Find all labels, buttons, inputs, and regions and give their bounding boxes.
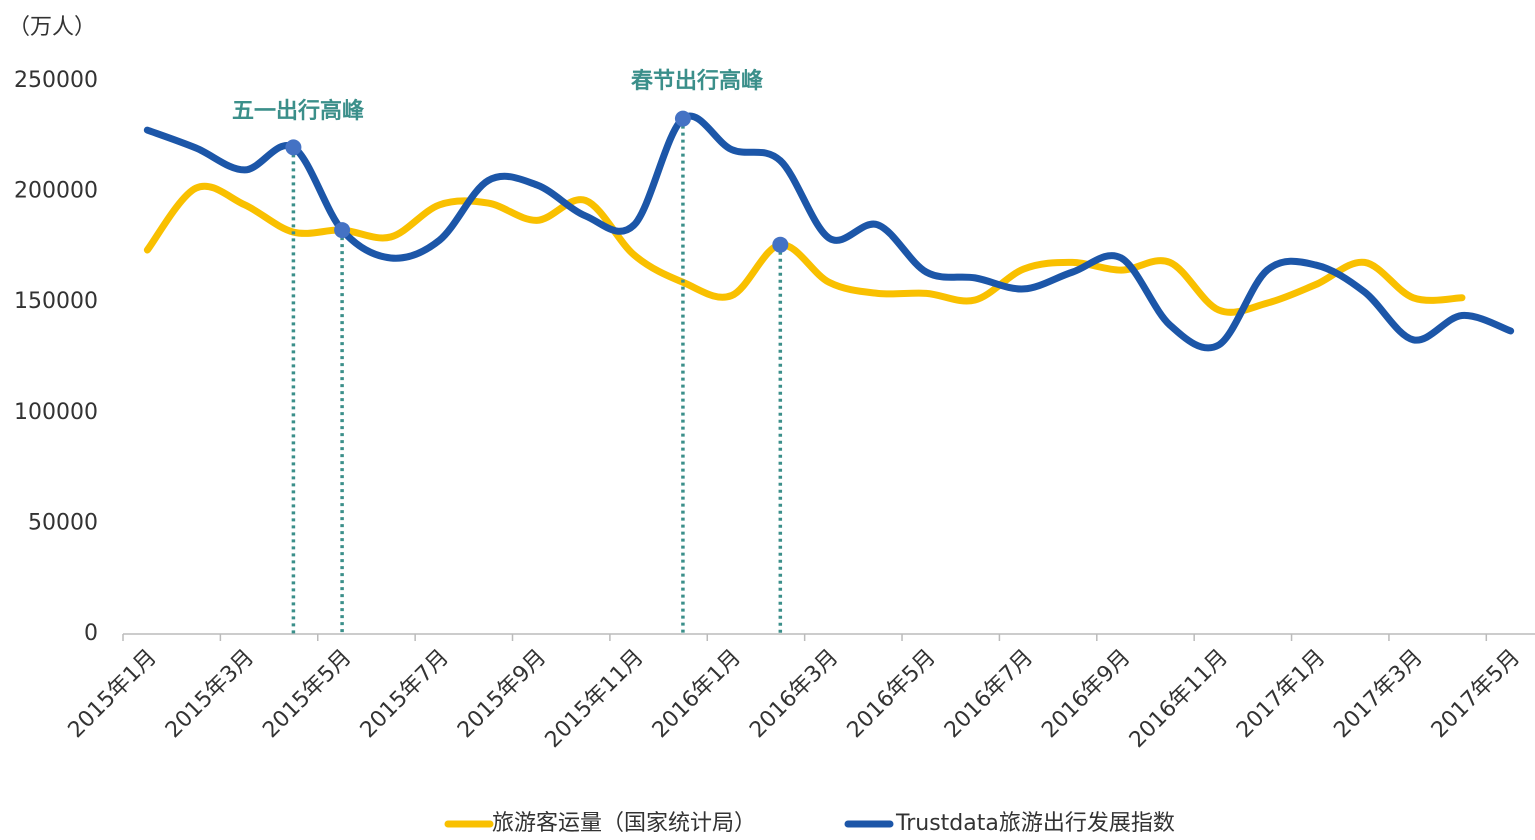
annotation: 五一出行高峰: [232, 98, 365, 124]
y-tick-label: 0: [84, 621, 98, 646]
y-tick-label: 250000: [14, 68, 98, 93]
y-tick-label: 200000: [14, 179, 98, 204]
y-tick-label: 50000: [28, 510, 98, 535]
y-tick-label: 150000: [14, 289, 98, 314]
legend-label: 旅游客运量（国家统计局）: [492, 811, 756, 836]
peak-dot: [285, 139, 302, 156]
annotation: 春节出行高峰: [631, 68, 764, 94]
peak-dot: [772, 236, 789, 253]
peak-dot: [334, 222, 351, 239]
y-axis-label: （万人）: [8, 15, 96, 40]
legend-label: Trustdata旅游出行发展指数: [895, 811, 1175, 836]
series-line: [143, 112, 1515, 352]
peak-dot: [674, 110, 691, 127]
y-tick-label: 100000: [14, 400, 98, 425]
